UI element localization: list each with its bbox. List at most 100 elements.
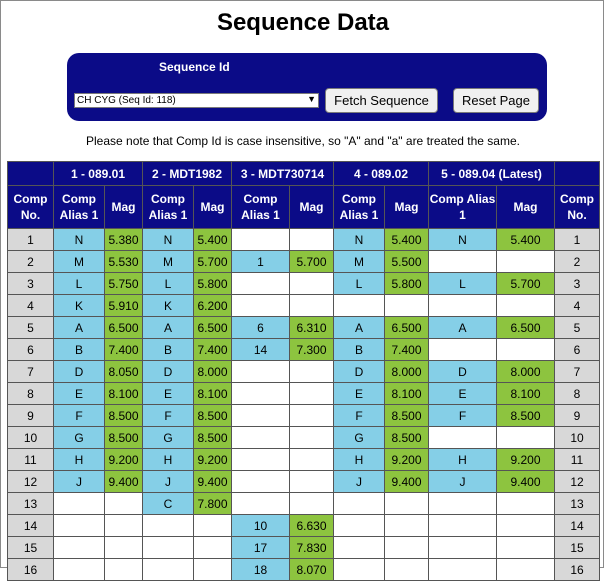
comp-alias-cell <box>428 338 497 361</box>
mag-cell <box>496 338 555 361</box>
mag-cell: 8.100 <box>496 382 555 405</box>
comp-alias-header: Comp Alias 1 <box>231 185 290 229</box>
comp-alias-cell: 14 <box>231 338 290 361</box>
comp-no-cell: 10 <box>7 426 54 449</box>
table-row: 1 N 5.380 N 5.400 N 5.400 N 5.400 1 <box>7 228 600 251</box>
mag-cell <box>289 404 334 427</box>
comp-alias-cell: N <box>428 228 497 251</box>
mag-cell <box>496 536 555 559</box>
mag-cell: 8.500 <box>496 404 555 427</box>
comp-alias-cell: D <box>428 360 497 383</box>
comp-alias-cell: N <box>53 228 105 251</box>
comp-alias-cell <box>231 382 290 405</box>
reset-page-button[interactable]: Reset Page <box>453 88 539 113</box>
mag-cell <box>496 426 555 449</box>
mag-cell: 6.500 <box>193 316 232 339</box>
comp-no-cell: 3 <box>7 272 54 295</box>
mag-cell <box>384 294 429 317</box>
mag-cell: 8.500 <box>104 426 143 449</box>
mag-cell: 9.200 <box>193 448 232 471</box>
comp-no-cell: 8 <box>7 382 54 405</box>
comp-alias-cell: K <box>53 294 105 317</box>
mag-cell: 5.910 <box>104 294 143 317</box>
comp-alias-cell: G <box>53 426 105 449</box>
mag-cell: 9.400 <box>104 470 143 493</box>
table-row: 3 L 5.750 L 5.800 L 5.800 L 5.700 3 <box>7 272 600 295</box>
mag-cell: 8.000 <box>384 360 429 383</box>
table-row: 10 G 8.500 G 8.500 G 8.500 10 <box>7 426 600 449</box>
comp-no-cell: 2 <box>7 250 54 273</box>
comp-no-cell: 13 <box>7 492 54 515</box>
mag-cell <box>104 536 143 559</box>
comp-no-cell: 2 <box>554 250 600 273</box>
mag-cell: 8.000 <box>496 360 555 383</box>
comp-alias-header: Comp Alias 1 <box>53 185 105 229</box>
comp-no-cell: 4 <box>554 294 600 317</box>
sequence-id-select[interactable]: CH CYG (Seq Id: 118) ▼ <box>74 93 319 108</box>
group-header: 3 - MDT730714 <box>231 161 334 186</box>
comp-no-cell: 10 <box>554 426 600 449</box>
comp-alias-header: Comp Alias 1 <box>333 185 385 229</box>
comp-no-cell: 15 <box>554 536 600 559</box>
comp-no-cell: 16 <box>554 558 600 581</box>
mag-cell: 6.200 <box>193 294 232 317</box>
comp-alias-cell: N <box>142 228 194 251</box>
mag-cell <box>384 492 429 515</box>
comp-no-cell: 9 <box>7 404 54 427</box>
mag-cell <box>104 492 143 515</box>
comp-alias-cell: J <box>428 470 497 493</box>
mag-cell: 6.630 <box>289 514 334 537</box>
page-title: Sequence Data <box>216 9 390 36</box>
comp-alias-cell <box>333 514 385 537</box>
group-header: 4 - 089.02 <box>333 161 429 186</box>
mag-cell: 7.800 <box>193 492 232 515</box>
comp-alias-cell: A <box>53 316 105 339</box>
mag-cell: 6.310 <box>289 316 334 339</box>
mag-cell <box>496 294 555 317</box>
fetch-sequence-button[interactable]: Fetch Sequence <box>325 88 438 113</box>
mag-cell: 5.530 <box>104 250 143 273</box>
table-row: 13 C 7.800 13 <box>7 492 600 515</box>
mag-cell <box>289 294 334 317</box>
mag-cell <box>384 514 429 537</box>
comp-alias-cell: L <box>333 272 385 295</box>
mag-cell <box>289 492 334 515</box>
mag-cell <box>193 536 232 559</box>
table-row: 6 B 7.400 B 7.400 14 7.300 B 7.400 6 <box>7 338 600 361</box>
comp-alias-cell: M <box>53 250 105 273</box>
mag-cell <box>496 250 555 273</box>
comp-alias-cell <box>428 426 497 449</box>
sequence-id-label: Sequence Id <box>159 60 230 74</box>
comp-no-cell: 11 <box>7 448 54 471</box>
comp-alias-cell <box>428 492 497 515</box>
group-header-blank-left <box>7 161 54 186</box>
sequence-table: 1 - 089.01 2 - MDT1982 3 - MDT730714 4 -… <box>7 161 600 581</box>
mag-cell <box>289 272 334 295</box>
comp-no-cell: 15 <box>7 536 54 559</box>
comp-alias-cell <box>53 558 105 581</box>
table-row: 7 D 8.050 D 8.000 D 8.000 D 8.000 7 <box>7 360 600 383</box>
comp-alias-cell: M <box>142 250 194 273</box>
mag-cell: 9.200 <box>496 448 555 471</box>
mag-cell: 8.500 <box>193 404 232 427</box>
comp-alias-cell: C <box>142 492 194 515</box>
mag-cell: 7.400 <box>104 338 143 361</box>
mag-cell: 9.200 <box>384 448 429 471</box>
column-header-row: Comp No. Comp Alias 1 Mag Comp Alias 1 M… <box>7 185 600 229</box>
mag-cell <box>193 514 232 537</box>
comp-alias-cell: E <box>142 382 194 405</box>
mag-cell: 9.400 <box>384 470 429 493</box>
comp-alias-cell <box>142 536 194 559</box>
mag-cell: 8.500 <box>193 426 232 449</box>
table-row: 16 18 8.070 16 <box>7 558 600 581</box>
mag-cell <box>384 536 429 559</box>
group-header-row: 1 - 089.01 2 - MDT1982 3 - MDT730714 4 -… <box>7 161 600 186</box>
comp-no-header: Comp No. <box>7 185 54 229</box>
mag-cell: 5.700 <box>289 250 334 273</box>
comp-alias-cell: 10 <box>231 514 290 537</box>
mag-cell: 6.500 <box>104 316 143 339</box>
mag-cell <box>104 558 143 581</box>
mag-cell: 8.500 <box>384 404 429 427</box>
comp-alias-cell: M <box>333 250 385 273</box>
table-row: 12 J 9.400 J 9.400 J 9.400 J 9.400 12 <box>7 470 600 493</box>
